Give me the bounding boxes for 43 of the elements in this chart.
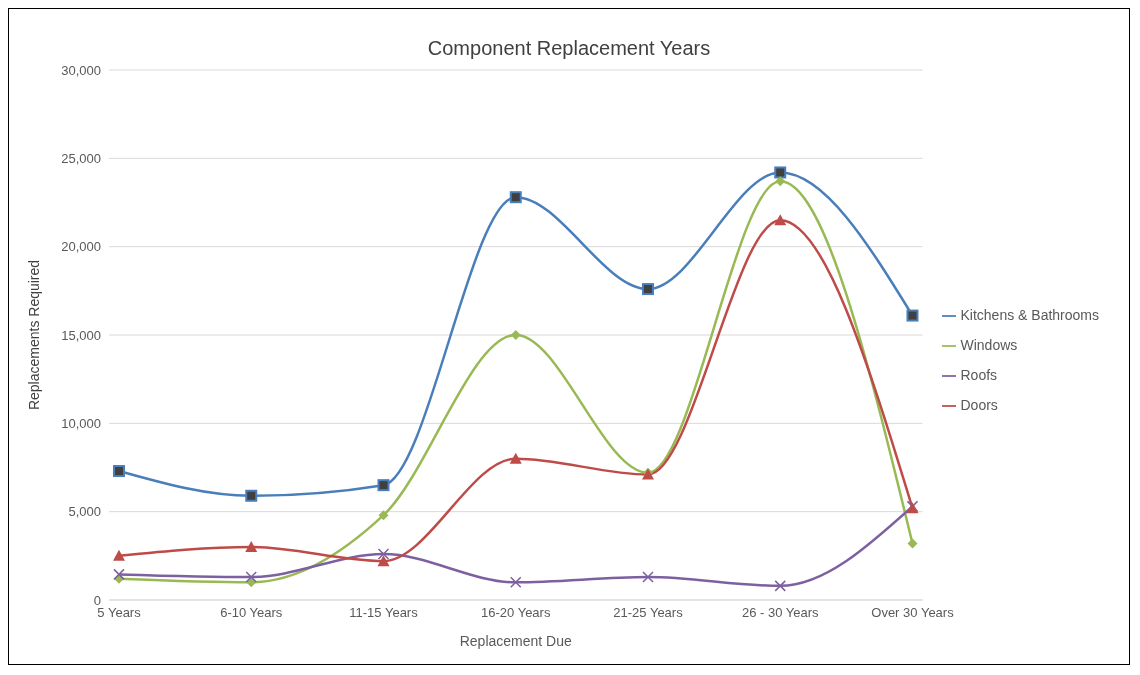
point [774, 166, 787, 179]
point [377, 555, 390, 567]
point [906, 309, 919, 322]
point [377, 479, 390, 492]
point [245, 489, 258, 502]
y-tick-label: 0 [93, 592, 101, 608]
chart-title: Component Replacement Years [426, 37, 712, 60]
x-tick-label: 6-10 Years [220, 605, 283, 621]
x-tick-label: 11-15 Years [349, 605, 419, 621]
legend-label: Roofs [960, 367, 998, 383]
point [509, 576, 522, 589]
y-tick-label: 25,000 [61, 150, 101, 166]
point [509, 452, 522, 464]
point [641, 283, 654, 296]
point [509, 191, 522, 204]
point [245, 571, 257, 583]
x-axis-title: Replacement Due [459, 633, 572, 649]
x-tick-label: 5 Years [97, 605, 142, 621]
point [113, 568, 125, 581]
x-tick-label: Over 30 Years [871, 605, 955, 621]
x-tick-label: 16-20 Years [481, 605, 551, 621]
point [774, 580, 786, 592]
legend-label: Kitchens & Bathrooms [960, 307, 1099, 323]
point [775, 176, 786, 187]
y-tick-label: 15,000 [61, 327, 101, 343]
y-tick-label: 10,000 [61, 415, 101, 431]
point [113, 465, 125, 478]
point [245, 541, 258, 552]
y-tick-label: 20,000 [61, 239, 101, 255]
x-tick-label: 21-25 Years [613, 605, 684, 621]
point [377, 548, 390, 560]
x-tick-label: 26 - 30 Years [741, 605, 820, 621]
y-tick-label: 30,000 [61, 62, 101, 78]
point [642, 571, 654, 583]
y-tick-label: 5,000 [68, 504, 101, 520]
point [378, 510, 389, 521]
point [774, 214, 787, 226]
legend-label: Doors [960, 397, 998, 413]
legend-label: Windows [960, 337, 1018, 353]
y-axis-title: Replacements Required [25, 259, 42, 411]
point [510, 330, 521, 340]
point [907, 538, 918, 549]
point [113, 549, 125, 561]
